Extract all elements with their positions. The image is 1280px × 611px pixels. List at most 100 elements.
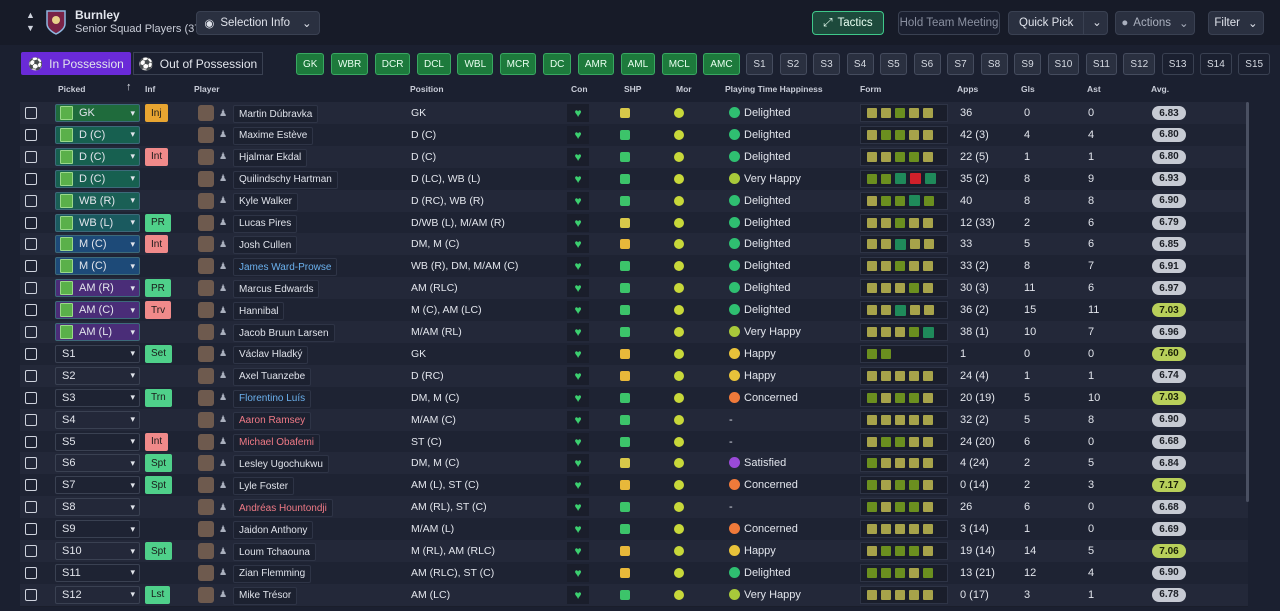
player-name[interactable]: Florentino Luís [233, 389, 312, 408]
player-name[interactable]: Jaidon Anthony [233, 521, 314, 540]
position-chip[interactable]: AMR [577, 53, 615, 75]
sub-chip[interactable]: S1 [746, 53, 774, 75]
player-row[interactable]: S1 ▾ Set ♟ Václav Hladký GK ♥ Happy 1 0 0 7.60 [20, 342, 1248, 366]
in-possession-tab[interactable]: ⚽ In Possession [21, 52, 131, 75]
player-row[interactable]: S4 ▾ ♟ Aaron Ramsey M/AM (C) ♥ - 32 (2) 5 8 6.90 [20, 408, 1248, 432]
player-row[interactable]: AM (L) ▾ ♟ Jacob Bruun Larsen M/AM (RL) ♥ Very… [20, 321, 1248, 344]
player-name[interactable]: Václav Hladký [233, 345, 309, 364]
column-header[interactable]: SHP [624, 84, 642, 94]
nav-arrows[interactable]: ▲ ▼ [26, 10, 35, 33]
player-row[interactable]: D (C) ▾ Int ♟ Hjalmar Ekdal D (C) ♥ Delighted 22… [20, 145, 1248, 169]
tactics-button[interactable]: ⤢ Tactics [812, 11, 884, 35]
player-name[interactable]: Quilindschy Hartman [233, 170, 338, 189]
player-name[interactable]: Mike Trésor [233, 586, 298, 605]
position-chip[interactable]: WBR [330, 53, 369, 75]
player-row[interactable]: D (C) ▾ ♟ Quilindschy Hartman D (LC), WB (L)… [20, 167, 1248, 191]
sub-chip[interactable]: S14 [1200, 53, 1232, 75]
player-row[interactable]: M (C) ▾ Int ♟ Josh Cullen DM, M (C) ♥ Delighted… [20, 233, 1248, 257]
player-name[interactable]: Andréas Hountondji [233, 499, 333, 518]
quick-pick-button[interactable]: Quick Pick ⌄ [1008, 11, 1108, 35]
player-name[interactable]: Martin Dúbravka [233, 105, 319, 123]
sub-chip[interactable]: S2 [779, 53, 807, 75]
position-chip[interactable]: DCR [374, 53, 411, 75]
player-name[interactable]: Maxime Estève [233, 126, 314, 145]
position-chip[interactable]: GK [296, 53, 325, 75]
column-header[interactable]: Con [571, 84, 588, 94]
sub-chip[interactable]: S13 [1161, 53, 1194, 75]
player-row[interactable]: S6 ▾ Spt ♟ Lesley Ugochukwu DM, M (C) ♥ Satisfi… [20, 452, 1248, 476]
player-row[interactable]: S5 ▾ Int ♟ Michael Obafemi ST (C) ♥ - 24 (20) 6 0 6… [20, 430, 1248, 454]
column-header[interactable]: Avg. [1151, 84, 1170, 94]
position-chip[interactable]: MCL [661, 53, 697, 75]
con-icon: ♥ [567, 410, 589, 429]
player-name[interactable]: James Ward-Prowse [233, 258, 338, 277]
player-name[interactable]: Michael Obafemi [233, 433, 321, 452]
column-header[interactable]: Picked [58, 84, 86, 94]
sub-chip[interactable]: S9 [1014, 53, 1042, 75]
sub-chip[interactable]: S8 [980, 53, 1008, 75]
column-header[interactable]: Ast [1087, 84, 1101, 94]
column-header[interactable]: Mor [676, 84, 692, 94]
column-header[interactable]: Gls [1021, 84, 1035, 94]
hold-meeting-button[interactable]: Hold Team Meeting [898, 11, 1000, 35]
player-row[interactable]: GK ▾ Inj ♟ Martin Dúbravka GK ♥ Delighted 36 0 0 6.… [20, 102, 1248, 125]
position-chip[interactable]: DCL [416, 53, 451, 75]
sub-chip[interactable]: S6 [913, 53, 941, 75]
sub-chip[interactable]: S10 [1047, 53, 1080, 75]
player-name[interactable]: Axel Tuanzebe [233, 367, 312, 386]
player-row[interactable]: S3 ▾ Trn ♟ Florentino Luís DM, M (C) ♥ Concerne… [20, 386, 1248, 410]
sub-chip[interactable]: S3 [813, 53, 841, 75]
scrollbar[interactable] [1246, 102, 1249, 502]
player-row[interactable]: D (C) ▾ ♟ Maxime Estève D (C) ♥ Delighted 42 (3… [20, 123, 1248, 147]
player-name[interactable]: Josh Cullen [233, 236, 298, 255]
player-name[interactable]: Hannibal [233, 302, 285, 321]
out-of-possession-tab[interactable]: ⚽ Out of Possession [133, 52, 263, 75]
column-header[interactable]: Position [410, 84, 444, 94]
player-name[interactable]: Hjalmar Ekdal [233, 148, 308, 167]
position-chip[interactable]: AML [620, 53, 656, 75]
sub-chip[interactable]: S7 [947, 53, 975, 75]
position-chip[interactable]: WBL [457, 53, 494, 75]
sub-chip[interactable]: S12 [1123, 53, 1156, 75]
happiness: Delighted [744, 107, 791, 119]
player-row[interactable]: S2 ▾ ♟ Axel Tuanzebe D (RC) ♥ Happy 24 (4) 1 1 6.7… [20, 364, 1248, 388]
player-name[interactable]: Lyle Foster [233, 477, 295, 496]
player-row[interactable]: S9 ▾ ♟ Jaidon Anthony M/AM (L) ♥ Concerned 3 (1… [20, 518, 1248, 542]
player-row[interactable]: S11 ▾ ♟ Zian Flemming AM (RLC), ST (C) ♥ Delig… [20, 561, 1248, 585]
sub-chip[interactable]: S4 [846, 53, 874, 75]
column-header[interactable]: Form [860, 84, 882, 94]
player-name[interactable]: Zian Flemming [233, 564, 312, 583]
sub-chip[interactable]: S11 [1085, 53, 1117, 75]
player-name[interactable]: Lesley Ugochukwu [233, 455, 329, 474]
player-row[interactable]: WB (L) ▾ PR ♟ Lucas Pires D/WB (L), M/AM (R) ♥… [20, 211, 1248, 235]
selection-info-button[interactable]: ◉ Selection Info ⌄ [196, 11, 320, 35]
position-chip[interactable]: AMC [703, 53, 740, 75]
player-row[interactable]: S7 ▾ Spt ♟ Lyle Foster AM (L), ST (C) ♥ Concern… [20, 474, 1248, 498]
filter-button[interactable]: Filter ⌄ [1208, 11, 1264, 35]
player-row[interactable]: AM (C) ▾ Trv ♟ Hannibal M (C), AM (LC) ♥ Deligh… [20, 299, 1248, 323]
column-header[interactable]: Playing Time Happiness [725, 84, 823, 94]
actions-button[interactable]: ● Actions ⌄ [1115, 11, 1195, 35]
player-name[interactable]: Kyle Walker [233, 192, 298, 211]
player-name[interactable]: Aaron Ramsey [233, 411, 312, 430]
player-row[interactable]: M (C) ▾ ♟ James Ward-Prowse WB (R), DM, M/AM… [20, 255, 1248, 279]
player-name[interactable]: Lucas Pires [233, 214, 298, 233]
player-row[interactable]: S8 ▾ ♟ Andréas Hountondji AM (RL), ST (C) ♥ - 2… [20, 496, 1248, 520]
player-name[interactable]: Loum Tchaouna [233, 543, 316, 561]
player-name[interactable]: Marcus Edwards [233, 280, 320, 299]
column-header[interactable]: Inf [145, 84, 156, 94]
sub-chip[interactable]: S15 [1238, 53, 1271, 75]
column-header[interactable]: Apps [957, 84, 979, 94]
mor-icon [674, 458, 684, 469]
position-chip[interactable]: MCR [499, 53, 537, 75]
sub-chip[interactable]: S5 [880, 53, 908, 75]
position-chip[interactable]: DC [542, 53, 572, 75]
form-square [909, 370, 919, 381]
player-row[interactable]: S10 ▾ Spt ♟ Loum Tchaouna M (RL), AM (RLC) ♥ Ha… [20, 540, 1248, 563]
column-header[interactable]: Player [194, 84, 220, 94]
player-row[interactable]: WB (R) ▾ ♟ Kyle Walker D (RC), WB (R) ♥ Deligh… [20, 189, 1248, 213]
avg-rating: 6.96 [1152, 325, 1186, 339]
player-row[interactable]: S12 ▾ Lst ♟ Mike Trésor AM (LC) ♥ Very Happy 0 (… [20, 583, 1248, 607]
player-name[interactable]: Jacob Bruun Larsen [233, 324, 335, 342]
player-row[interactable]: AM (R) ▾ PR ♟ Marcus Edwards AM (RLC) ♥ Delight… [20, 277, 1248, 301]
